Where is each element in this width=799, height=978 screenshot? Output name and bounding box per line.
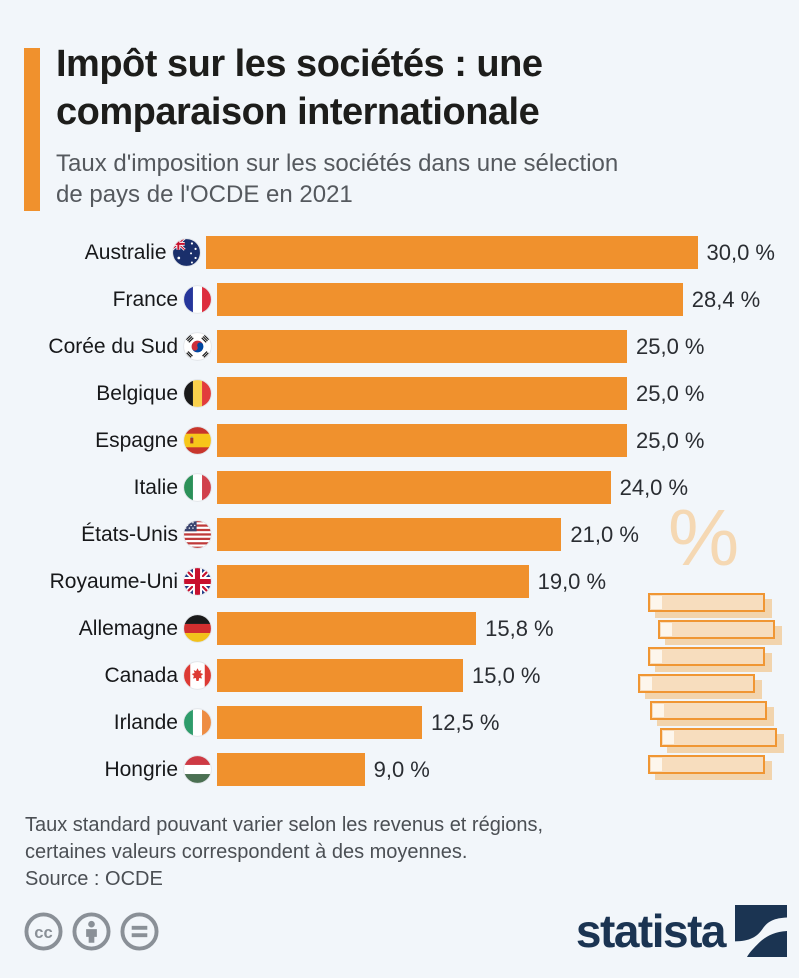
country-label: Hongrie bbox=[104, 757, 178, 781]
value-label: 9,0 % bbox=[373, 756, 430, 782]
chart-row: Australie 30,0 % bbox=[24, 229, 775, 276]
value-bar bbox=[217, 565, 529, 598]
country-label: Espagne bbox=[95, 428, 178, 452]
chart-row: États-Unis 21,0 % bbox=[24, 511, 775, 558]
value-label: 25,0 % bbox=[636, 380, 705, 406]
chart-row: Royaume-Uni 19,0 % bbox=[24, 558, 775, 605]
source-label: Source : OCDE bbox=[25, 868, 163, 890]
value-bar bbox=[217, 518, 562, 551]
title-line-1: Impôt sur les sociétés : une bbox=[56, 43, 543, 85]
flag-icon-fr bbox=[183, 285, 212, 314]
flag-icon-au bbox=[171, 238, 201, 267]
flag-icon-be bbox=[183, 379, 212, 408]
value-bar bbox=[217, 424, 627, 457]
value-label: 12,5 % bbox=[431, 709, 500, 735]
country-label: France bbox=[112, 287, 178, 311]
page-subtitle: Taux d'imposition sur les sociétés dans … bbox=[56, 148, 736, 210]
country-label: Italie bbox=[133, 475, 178, 499]
svg-text:cc: cc bbox=[34, 923, 52, 942]
value-label: 25,0 % bbox=[636, 427, 705, 453]
value-bar bbox=[217, 283, 683, 316]
flag-icon-hu bbox=[183, 755, 212, 784]
title-line-2: comparaison internationale bbox=[56, 91, 540, 133]
country-label: Irlande bbox=[113, 710, 178, 734]
chart-row: Canada 15,0 % bbox=[24, 652, 775, 699]
subtitle-line-1: Taux d'imposition sur les sociétés dans … bbox=[56, 150, 619, 177]
statista-swoosh-icon bbox=[735, 905, 787, 957]
statista-wordmark: statista bbox=[575, 905, 727, 957]
no-derivatives-icon[interactable] bbox=[120, 912, 159, 951]
bar-chart: Australie 30,0 % France 28,4 % Corée du … bbox=[24, 229, 775, 793]
country-label: Royaume-Uni bbox=[49, 569, 178, 593]
country-label: Australie bbox=[84, 240, 167, 264]
chart-row: Hongrie 9,0 % bbox=[24, 746, 775, 793]
value-bar bbox=[217, 706, 422, 739]
value-bar bbox=[205, 236, 698, 269]
attribution-icon[interactable] bbox=[72, 912, 111, 951]
value-bar bbox=[217, 753, 365, 786]
flag-icon-de bbox=[183, 614, 212, 643]
country-label: Canada bbox=[104, 663, 178, 687]
chart-row: Espagne 25,0 % bbox=[24, 417, 775, 464]
statista-logo[interactable]: statista bbox=[576, 905, 787, 957]
chart-row: Belgique 25,0 % bbox=[24, 370, 775, 417]
value-bar bbox=[217, 659, 463, 692]
chart-row: Irlande 12,5 % bbox=[24, 699, 775, 746]
value-label: 19,0 % bbox=[537, 568, 607, 594]
flag-icon-kr bbox=[183, 332, 212, 361]
value-bar bbox=[217, 471, 611, 504]
page-title: Impôt sur les sociétés : une comparaison… bbox=[56, 40, 756, 136]
flag-icon-es bbox=[183, 426, 212, 455]
footnote-line-2: certaines valeurs correspondent à des mo… bbox=[25, 841, 468, 863]
value-label: 25,0 % bbox=[636, 333, 705, 359]
flag-icon-ie bbox=[183, 708, 212, 737]
country-label: États-Unis bbox=[81, 522, 178, 546]
value-label: 24,0 % bbox=[619, 474, 689, 500]
title-accent-bar bbox=[24, 48, 40, 211]
value-label: 30,0 % bbox=[706, 239, 776, 265]
value-bar bbox=[217, 330, 627, 363]
value-label: 21,0 % bbox=[570, 521, 639, 547]
value-bar bbox=[217, 377, 627, 410]
footnote: Taux standard pouvant varier selon les r… bbox=[25, 812, 543, 866]
flag-icon-it bbox=[183, 473, 212, 502]
flag-icon-gb bbox=[183, 567, 212, 596]
footnote-line-1: Taux standard pouvant varier selon les r… bbox=[25, 814, 544, 836]
chart-row: Corée du Sud 25,0 % bbox=[24, 323, 775, 370]
subtitle-line-2: de pays de l'OCDE en 2021 bbox=[56, 181, 353, 208]
country-label: Corée du Sud bbox=[48, 334, 178, 358]
chart-row: France 28,4 % bbox=[24, 276, 775, 323]
cc-icon[interactable]: cc bbox=[24, 912, 63, 951]
value-label: 15,0 % bbox=[472, 662, 541, 688]
country-label: Belgique bbox=[96, 381, 178, 405]
value-label: 28,4 % bbox=[691, 286, 761, 312]
value-label: 15,8 % bbox=[485, 615, 554, 641]
cc-license-link[interactable]: cc bbox=[24, 912, 159, 951]
chart-row: Italie 24,0 % bbox=[24, 464, 775, 511]
flag-icon-us bbox=[183, 520, 212, 549]
chart-row: Allemagne 15,8 % bbox=[24, 605, 775, 652]
flag-icon-ca bbox=[183, 661, 212, 690]
value-bar bbox=[217, 612, 477, 645]
country-label: Allemagne bbox=[78, 616, 178, 640]
